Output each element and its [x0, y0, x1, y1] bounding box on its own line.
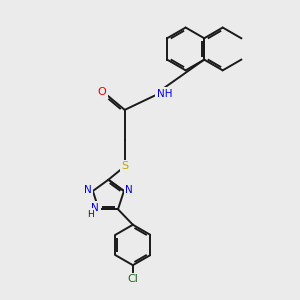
Text: H: H: [87, 210, 94, 219]
Text: N: N: [84, 185, 92, 195]
Text: S: S: [121, 161, 128, 171]
Text: NH: NH: [157, 88, 172, 98]
Text: Cl: Cl: [128, 274, 138, 284]
Text: N: N: [91, 203, 99, 213]
Text: O: O: [97, 87, 106, 97]
Text: N: N: [125, 185, 133, 195]
